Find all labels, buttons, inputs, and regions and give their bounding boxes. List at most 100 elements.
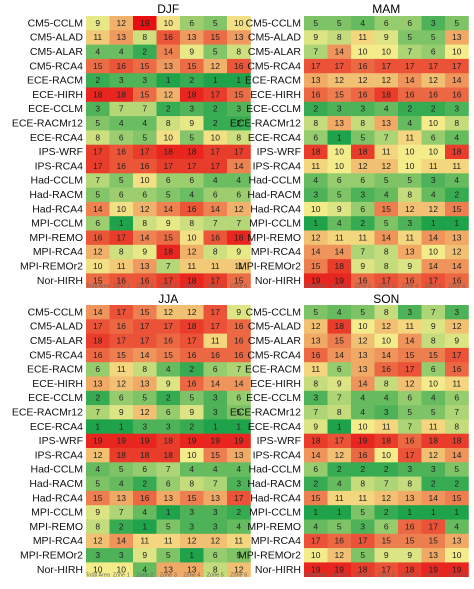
heatmap-cell — [109, 390, 134, 406]
heatmap-cell — [374, 159, 399, 174]
cell-value: 15 — [335, 89, 345, 99]
cell-value: 12 — [452, 247, 462, 257]
heatmap-cell — [203, 173, 228, 188]
cell-value: 8 — [95, 521, 100, 531]
heatmap-cell — [351, 433, 375, 449]
cell-value: 16 — [211, 232, 221, 242]
row-label: CM5-RCA4 — [247, 349, 301, 361]
heatmap-cell — [180, 87, 204, 103]
heatmap-cell — [445, 505, 469, 520]
heatmap-cell — [86, 159, 110, 174]
cell-value: 4 — [454, 175, 459, 185]
heatmap-cell — [398, 273, 422, 288]
cell-value: 11 — [405, 321, 414, 331]
cell-value: 5 — [166, 550, 171, 560]
cell-value: 17 — [429, 521, 439, 531]
heatmap-cell — [398, 187, 422, 203]
cell-value: 12 — [311, 321, 321, 331]
cell-value: 17 — [234, 147, 244, 157]
heatmap-cell — [133, 319, 157, 334]
heatmap-cell — [180, 144, 204, 160]
heatmap-cell — [156, 116, 181, 131]
heatmap-cell — [327, 533, 352, 549]
cell-value: 16 — [211, 350, 221, 360]
heatmap-cell — [304, 533, 328, 549]
heatmap-cell — [421, 548, 446, 563]
heatmap-cell — [445, 376, 469, 392]
heatmap-cell — [304, 244, 328, 260]
heatmap-cell — [203, 476, 228, 492]
cell-value: 12 — [164, 307, 174, 317]
heatmap-cell — [374, 305, 399, 320]
cell-value: 9 — [384, 550, 389, 560]
cell-value: 3 — [360, 190, 365, 200]
heatmap-cell — [133, 519, 157, 535]
heatmap-cell — [227, 548, 251, 563]
heatmap-cell — [304, 216, 328, 231]
cell-value: 15 — [429, 350, 439, 360]
cell-value: 3 — [431, 175, 436, 185]
heatmap-cell — [327, 505, 352, 520]
cell-value: 1 — [166, 507, 171, 517]
heatmap-cell — [327, 244, 352, 260]
x-tick-label: Zone 5 — [425, 283, 442, 289]
heatmap-cell — [398, 419, 422, 434]
cell-value: 4 — [454, 132, 459, 142]
heatmap-cell — [86, 476, 110, 492]
cell-value: 16 — [117, 147, 127, 157]
heatmap-cell — [421, 490, 446, 506]
heatmap-cell — [133, 216, 157, 231]
cell-value: 8 — [454, 421, 459, 431]
cell-value: 18 — [234, 232, 244, 242]
cell-value: 6 — [166, 175, 171, 185]
heatmap-cell — [203, 244, 228, 260]
heatmap-cell — [133, 87, 157, 103]
heatmap-cell — [304, 16, 328, 31]
heatmap-cell — [180, 505, 204, 520]
cell-value: 3 — [431, 18, 436, 28]
cell-value: 14 — [405, 75, 415, 85]
x-tick-label: Zone 3 — [160, 572, 177, 578]
row-label: CM5-ALAD — [248, 32, 302, 44]
cell-value: 4 — [142, 564, 147, 574]
heatmap-cell — [327, 390, 352, 406]
row-label: IPS-WRF — [257, 435, 301, 447]
cell-value: 6 — [119, 393, 124, 403]
cell-value: 12 — [335, 550, 345, 560]
cell-value: 5 — [407, 32, 412, 42]
cell-value: 13 — [452, 232, 462, 242]
heatmap-cell — [180, 333, 204, 349]
heatmap-cell — [203, 201, 228, 217]
heatmap-cell — [351, 462, 375, 477]
cell-value: 2 — [166, 104, 171, 114]
row-label: ECE-CCLM — [28, 103, 83, 115]
cell-value: 3 — [166, 421, 171, 431]
cell-value: 14 — [234, 161, 244, 171]
cell-value: 6 — [431, 132, 436, 142]
heatmap-cell — [86, 333, 110, 349]
cell-value: 7 — [166, 261, 171, 271]
heatmap-cell — [156, 173, 181, 188]
cell-value: 6 — [431, 364, 436, 374]
cell-value: 10 — [382, 450, 392, 460]
heatmap-cell — [180, 548, 204, 563]
cell-value: 12 — [382, 161, 392, 171]
heatmap-cell — [109, 273, 134, 288]
heatmap-cell — [109, 58, 134, 74]
cell-value: 10 — [164, 18, 174, 28]
cell-value: 8 — [384, 261, 389, 271]
cell-value: 17 — [234, 493, 244, 503]
cell-value: 9 — [337, 378, 342, 388]
heatmap-cell — [445, 490, 469, 506]
cell-value: 1 — [213, 75, 218, 85]
heatmap-cell — [398, 405, 422, 420]
cell-value: 1 — [166, 75, 171, 85]
heatmap-cell — [327, 130, 352, 145]
heatmap-cell — [203, 533, 228, 549]
heatmap-cell — [445, 73, 469, 88]
cell-value: 6 — [189, 18, 194, 28]
heatmap-cell — [156, 462, 181, 477]
heatmap-cell — [180, 159, 204, 174]
cell-value: 8 — [384, 378, 389, 388]
cell-value: 5 — [213, 18, 218, 28]
